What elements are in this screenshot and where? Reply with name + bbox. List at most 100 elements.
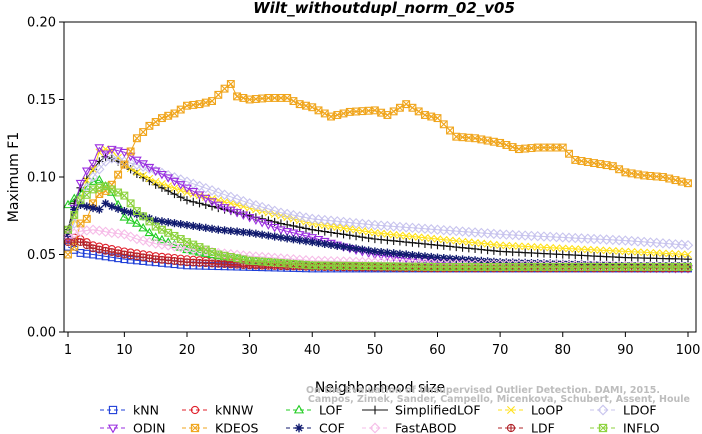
data-point	[182, 220, 192, 230]
data-point	[477, 245, 486, 254]
data-point	[514, 258, 523, 267]
data-point	[646, 248, 655, 257]
data-point	[145, 254, 154, 263]
data-point	[94, 174, 105, 184]
data-point	[615, 247, 623, 255]
data-point	[182, 196, 192, 205]
data-point	[120, 207, 129, 216]
data-point	[452, 242, 461, 252]
data-point	[426, 224, 437, 235]
data-point	[421, 233, 429, 242]
data-point	[634, 248, 642, 256]
data-point	[651, 237, 662, 249]
x-tick-label: 10	[116, 343, 133, 358]
data-point	[139, 171, 147, 180]
data-point	[383, 230, 392, 238]
data-point	[100, 226, 111, 237]
data-point	[584, 245, 592, 254]
data-point	[244, 214, 255, 223]
data-point	[138, 222, 149, 232]
data-point	[295, 236, 304, 245]
data-point	[176, 193, 185, 202]
data-point	[565, 244, 573, 253]
data-point	[88, 159, 98, 169]
data-point	[577, 260, 586, 269]
data-point	[465, 238, 473, 246]
data-point	[332, 216, 343, 227]
data-point	[263, 221, 274, 230]
data-point	[375, 220, 387, 231]
x-tick-label: 80	[554, 343, 571, 358]
data-point	[225, 191, 237, 203]
legend-marker	[108, 405, 118, 415]
data-point	[383, 236, 392, 245]
data-point	[233, 227, 242, 236]
data-point	[445, 242, 455, 251]
data-point	[352, 244, 361, 253]
data-point	[213, 187, 224, 198]
x-tick-label: 90	[617, 343, 634, 358]
data-point	[132, 134, 141, 143]
data-point	[408, 251, 417, 260]
data-point	[414, 233, 423, 241]
data-point	[684, 250, 692, 259]
y-tick-label: 0.05	[27, 248, 56, 263]
data-point	[276, 219, 286, 228]
data-point	[82, 214, 91, 223]
data-point	[427, 240, 436, 249]
data-point	[195, 199, 204, 208]
x-tick-label: 1	[64, 343, 72, 358]
data-point	[288, 229, 299, 238]
data-point	[213, 201, 224, 211]
data-point	[269, 223, 280, 233]
data-point	[113, 147, 123, 156]
data-point	[132, 252, 141, 261]
data-point	[63, 199, 73, 209]
data-point	[577, 245, 586, 254]
data-point	[364, 233, 373, 243]
y-tick-label: 0.10	[27, 171, 56, 186]
data-point	[326, 228, 336, 237]
data-point	[490, 240, 498, 249]
data-point	[301, 237, 311, 246]
data-point	[502, 241, 511, 250]
data-point	[112, 228, 124, 239]
data-point	[301, 232, 311, 242]
data-point	[502, 258, 511, 267]
legend-marker	[506, 423, 516, 433]
data-point	[94, 144, 105, 153]
data-point	[370, 247, 379, 256]
data-point	[319, 214, 330, 226]
data-point	[276, 226, 286, 235]
data-point	[438, 224, 449, 236]
data-point	[377, 229, 385, 238]
data-point	[120, 160, 129, 169]
data-point	[657, 238, 669, 249]
data-point	[308, 225, 317, 234]
data-point	[558, 244, 567, 253]
data-point	[357, 218, 368, 230]
data-point	[684, 262, 692, 271]
data-point	[137, 235, 149, 246]
data-point	[88, 203, 98, 213]
data-point	[157, 217, 167, 226]
data-point	[114, 249, 123, 258]
data-point	[477, 239, 486, 248]
data-point	[471, 238, 479, 247]
data-point	[489, 257, 498, 266]
data-point	[469, 227, 481, 238]
data-point	[150, 232, 161, 241]
data-point	[194, 180, 205, 192]
data-point	[346, 225, 354, 233]
data-point	[95, 245, 104, 254]
legend-label: COF	[319, 421, 345, 434]
x-tick-label: 70	[492, 343, 509, 358]
data-point	[325, 215, 337, 226]
data-point	[114, 170, 123, 179]
legend-item-ldf: LDF	[498, 421, 555, 434]
legend-marker	[107, 424, 119, 434]
data-point	[483, 240, 492, 248]
data-point	[82, 202, 91, 211]
data-point	[150, 238, 161, 249]
data-point	[383, 248, 392, 257]
